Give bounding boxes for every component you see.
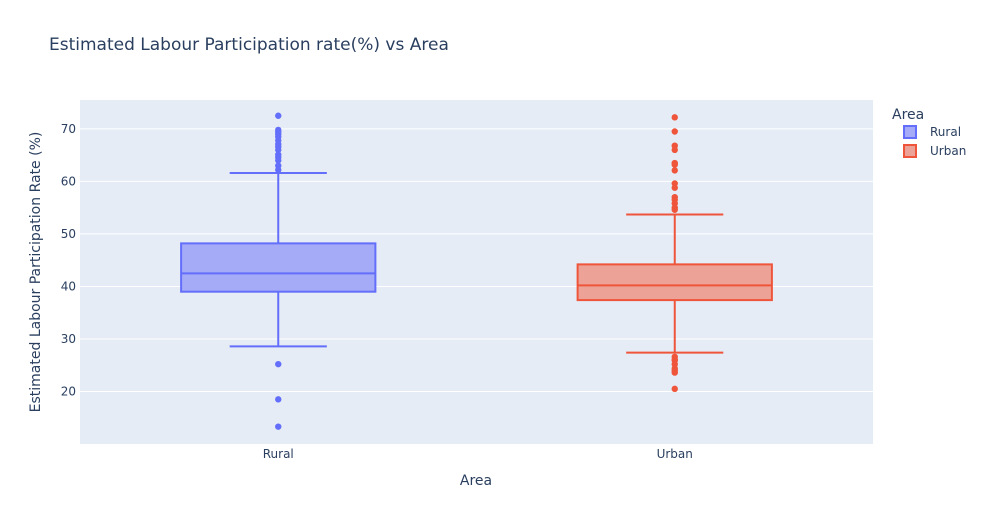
chart-title: Estimated Labour Participation rate(%) v… (49, 35, 449, 55)
outlier-point (671, 114, 678, 121)
legend: Area Rural Urban (892, 107, 966, 158)
outlier-point (275, 157, 282, 164)
y-tick-label: 30 (61, 332, 76, 346)
outlier-point (671, 369, 678, 376)
box-trace-urban (576, 114, 773, 393)
y-axis-title: Estimated Labour Participation Rate (%) (28, 132, 44, 413)
outlier-point (275, 146, 282, 154)
y-tick-label: 40 (61, 279, 76, 293)
legend-label: Urban (930, 144, 966, 158)
x-axis-ticks: Rural Urban (263, 447, 693, 461)
outlier-point (275, 396, 282, 403)
legend-item-rural: Rural (903, 125, 961, 139)
y-tick-label: 50 (61, 227, 76, 241)
box-trace-rural (180, 112, 377, 430)
iqr-box (576, 263, 773, 302)
outlier-point (671, 167, 678, 174)
outlier-point (275, 423, 282, 430)
legend-item-urban: Urban (903, 144, 966, 158)
outlier-point (671, 184, 678, 191)
x-tick-label: Rural (263, 447, 294, 461)
legend-swatch (903, 144, 917, 158)
y-axis-ticks: 20 30 40 50 60 70 (61, 122, 76, 399)
legend-label: Rural (930, 125, 961, 139)
legend-swatch (903, 125, 917, 139)
x-axis-title: Area (460, 473, 492, 489)
iqr-box (180, 242, 377, 293)
outlier-point (275, 360, 282, 368)
y-tick-label: 60 (61, 174, 76, 188)
outlier-point (671, 206, 678, 213)
y-tick-label: 70 (61, 122, 76, 136)
outlier-point (671, 385, 678, 393)
outlier-point (275, 112, 282, 119)
outlier-point (275, 166, 282, 174)
x-tick-label: Urban (657, 447, 693, 461)
outlier-point (671, 146, 678, 154)
box-traces (180, 112, 773, 430)
outlier-point (671, 128, 678, 135)
legend-title: Area (892, 107, 924, 123)
outlier-point (671, 161, 678, 168)
y-tick-label: 20 (61, 384, 76, 398)
